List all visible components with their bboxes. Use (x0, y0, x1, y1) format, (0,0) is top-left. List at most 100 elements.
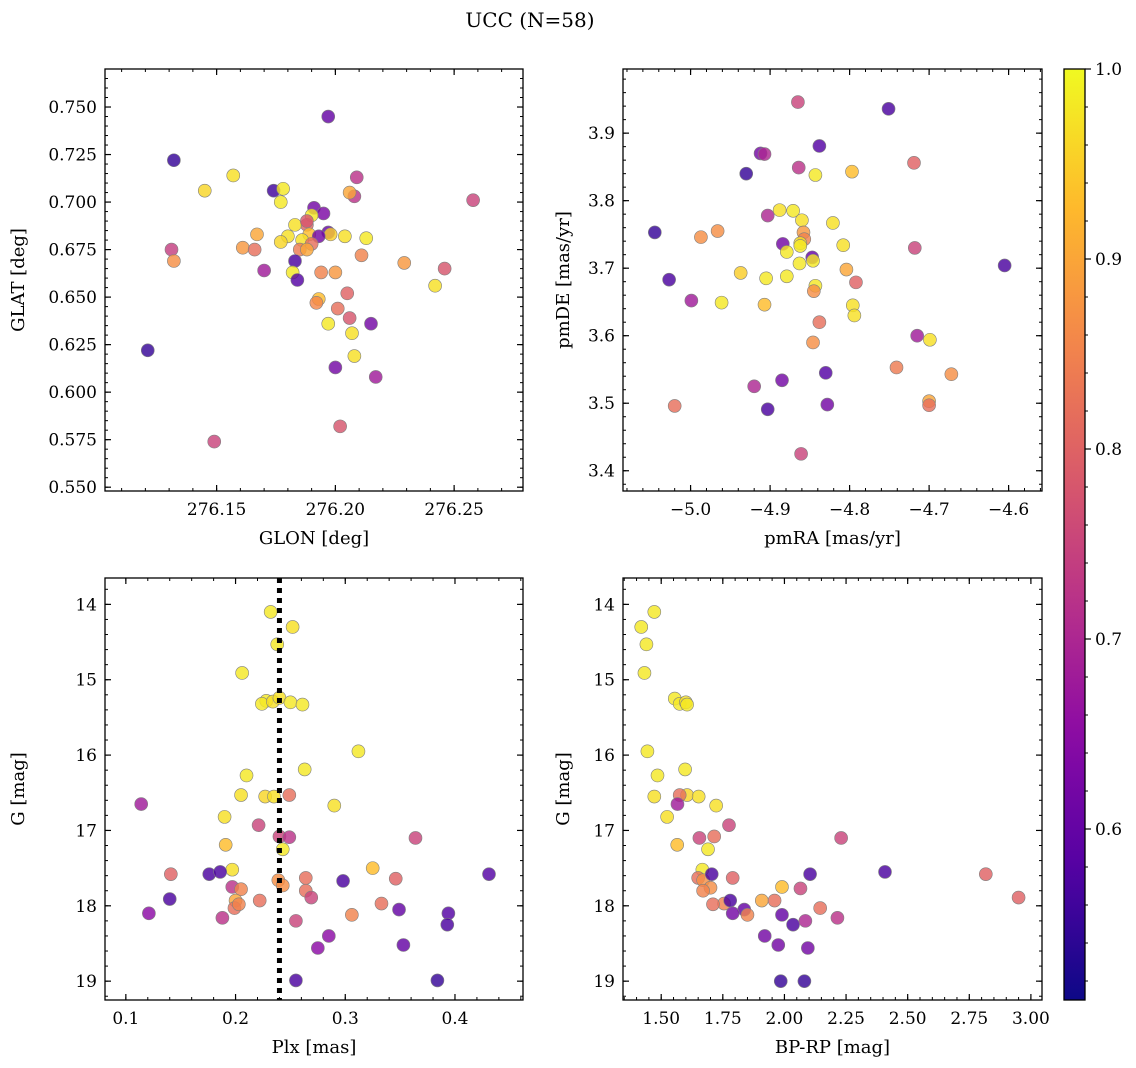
subplot-4: 1.50 1.75 2.00 2.25 2.50 2.75 3.00 14 15 16 17 18 19… (553, 577, 1050, 1058)
data-point (881, 102, 896, 116)
data-point (232, 897, 246, 912)
data-point (806, 253, 820, 268)
data-point (323, 227, 338, 242)
data-point (336, 874, 350, 888)
data-point (667, 399, 682, 413)
data-point (691, 789, 706, 804)
y-tick-label: 15 (75, 671, 97, 691)
minor-ticks (623, 69, 1042, 491)
data-point (225, 862, 240, 877)
x-tick-label: 0.4 (441, 1009, 468, 1029)
y-tick-label: 16 (593, 746, 615, 766)
data-point (314, 265, 328, 280)
data-point (839, 262, 854, 277)
x-tick-label: 1.50 (642, 1009, 680, 1029)
data-point (797, 974, 812, 988)
data-point (795, 213, 809, 228)
data-point (207, 434, 222, 449)
x-tick-label: 2.25 (827, 1009, 865, 1029)
data-point (276, 181, 290, 196)
data-point (197, 183, 212, 198)
data-point (283, 695, 298, 710)
data-point (794, 447, 808, 461)
x-tick-label: −4.8 (829, 500, 870, 520)
minor-ticks (105, 578, 523, 1000)
data-point (347, 349, 362, 363)
data-point (349, 170, 364, 185)
data-point (321, 316, 336, 331)
data-point (775, 373, 789, 388)
data-point (820, 397, 835, 412)
data-point (364, 316, 378, 331)
colorbar-tick-label: 0.9 (1095, 250, 1122, 270)
data-point (647, 789, 662, 804)
data-point (722, 818, 736, 832)
data-point (359, 231, 374, 245)
data-point (311, 941, 325, 955)
data-point (791, 160, 806, 175)
y-tick-label: 3.8 (588, 192, 615, 212)
data-point (704, 867, 719, 881)
data-point (217, 810, 232, 824)
data-point (684, 293, 699, 308)
data-point (786, 917, 800, 932)
data-point (714, 295, 729, 310)
data-point (834, 831, 848, 845)
y-tick-label: 0.600 (48, 383, 97, 403)
data-point (701, 842, 715, 857)
data-point (235, 240, 250, 255)
data-point (164, 867, 178, 881)
subplot-1: 276.15 276.20 276.25 0.550 0.575 0.600 0.625 0.… (8, 68, 524, 549)
x-tick-label: 276.15 (187, 500, 246, 520)
data-point (845, 164, 859, 179)
data-point (923, 332, 937, 347)
data-point (723, 893, 738, 908)
data-point (482, 867, 496, 881)
y-tick-label: 3.6 (588, 327, 615, 347)
data-point (813, 901, 827, 915)
data-point (215, 911, 230, 925)
data-point (771, 938, 786, 952)
data-point (798, 914, 813, 928)
data-point (775, 908, 789, 922)
data-point (650, 768, 665, 783)
x-axis-label: pmRA [mas/yr] (764, 528, 901, 549)
data-point (692, 831, 707, 845)
data-point (767, 893, 782, 908)
data-point (322, 929, 336, 943)
scatter-points (648, 95, 1012, 461)
data-point (793, 239, 808, 253)
x-tick-label: 0.2 (222, 1009, 249, 1029)
y-tick-label: 0.700 (48, 193, 97, 213)
data-point (739, 166, 754, 181)
data-point (836, 238, 851, 253)
x-tick-label: 276.20 (306, 500, 365, 520)
data-point (374, 896, 389, 911)
y-tick-label: 0.575 (48, 431, 97, 451)
data-point (849, 275, 863, 290)
data-point (226, 168, 241, 183)
data-point (437, 261, 452, 276)
data-point (255, 697, 269, 711)
data-point (430, 973, 445, 988)
data-point (351, 744, 366, 759)
data-point (807, 284, 821, 298)
data-point (754, 893, 769, 908)
data-point (273, 235, 288, 249)
y-tick-label: 3.9 (588, 124, 615, 144)
x-tick-label: −4.9 (749, 500, 790, 520)
data-point (288, 254, 302, 268)
data-point (694, 230, 708, 244)
data-point (309, 296, 324, 310)
data-point (757, 297, 772, 312)
x-tick-label: 2.75 (950, 1009, 988, 1029)
data-point (648, 225, 662, 240)
data-point (342, 185, 357, 200)
data-point (910, 328, 924, 343)
data-point (757, 147, 772, 161)
y-tick-label: 17 (593, 821, 615, 841)
data-point (740, 908, 755, 922)
data-point (289, 914, 303, 928)
data-point (328, 265, 343, 280)
data-point (162, 892, 177, 906)
